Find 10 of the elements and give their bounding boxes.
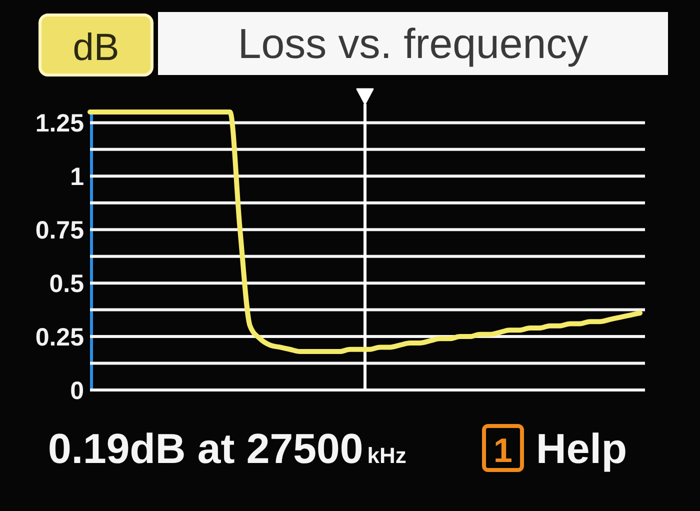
text: 1 (494, 432, 512, 470)
text: Help (536, 425, 628, 472)
y-axis-title: dB (72, 27, 120, 69)
y-tick-label: 1.25 (35, 110, 84, 138)
y-tick-label: 1 (70, 163, 84, 192)
y-tick-label: 0.5 (49, 270, 84, 298)
y-tick-label: 0.25 (35, 324, 84, 352)
y-tick-label: 0 (70, 377, 84, 405)
y-tick-label: 0.75 (35, 216, 84, 245)
chart-title: Loss vs. frequency (238, 20, 588, 67)
